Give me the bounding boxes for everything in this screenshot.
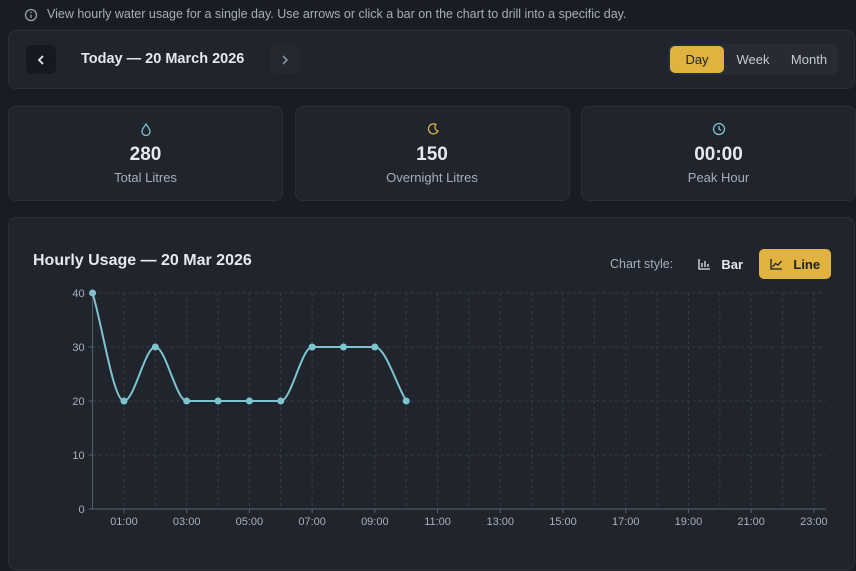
point[interactable]	[277, 397, 285, 405]
stat-card: 280 Total Litres	[8, 106, 283, 201]
chart-style-text: Line	[793, 256, 821, 272]
stat-value: 150	[416, 144, 448, 165]
chart-style-button[interactable]: Bar	[684, 249, 757, 279]
stat-card: 00:00 Peak Hour	[581, 106, 856, 201]
chart-style-toggle: Bar Line	[684, 249, 831, 279]
x-tick-label: 05:00	[236, 516, 264, 528]
point[interactable]	[371, 343, 379, 351]
prev-button[interactable]	[26, 45, 56, 74]
date-label: Today — 20 March 2026	[81, 51, 245, 67]
x-tick-label: 03:00	[173, 516, 201, 528]
y-tick-label: 10	[72, 450, 84, 462]
x-tick-label: 21:00	[737, 516, 765, 528]
chart-title: Hourly Usage — 20 Mar 2026	[33, 252, 252, 269]
x-tick-label: 11:00	[424, 516, 451, 528]
x-tick-label: 15:00	[549, 516, 577, 528]
point[interactable]	[214, 397, 222, 405]
stat-icon	[141, 122, 151, 136]
stat-label: Overnight Litres	[386, 170, 478, 185]
next-button[interactable]	[270, 45, 300, 74]
range-button[interactable]: Day	[670, 46, 724, 73]
stat-label: Peak Hour	[687, 170, 750, 185]
x-tick-label: 09:00	[361, 516, 389, 528]
point[interactable]	[120, 397, 128, 405]
x-tick-label: 19:00	[675, 516, 703, 528]
chart-style-icon	[698, 259, 711, 270]
y-tick-label: 30	[72, 342, 84, 354]
point[interactable]	[151, 343, 159, 351]
chart-style-label: Chart style:	[610, 257, 674, 271]
info-text: View hourly water usage for a single day…	[47, 7, 627, 21]
stat-icon	[427, 123, 439, 135]
point[interactable]	[245, 397, 253, 405]
x-tick-label: 07:00	[298, 516, 326, 528]
range-toggle: Day Week Month	[668, 44, 838, 75]
point[interactable]	[308, 343, 316, 351]
y-tick-label: 0	[78, 504, 84, 516]
y-tick-label: 20	[72, 396, 84, 408]
stat-card: 150 Overnight Litres	[294, 106, 570, 201]
point[interactable]	[89, 289, 97, 297]
point[interactable]	[402, 397, 410, 405]
x-tick-label: 01:00	[110, 516, 138, 528]
x-tick-label: 23:00	[800, 516, 828, 528]
x-tick-label: 13:00	[487, 516, 515, 528]
stat-value: 280	[129, 144, 162, 165]
chart-style-button[interactable]: Line	[758, 249, 831, 279]
range-button[interactable]: Month	[790, 52, 828, 67]
point[interactable]	[183, 397, 191, 405]
info-icon	[24, 8, 38, 22]
chart-style-icon	[770, 259, 783, 270]
point[interactable]	[339, 343, 347, 351]
x-tick-label: 17:00	[612, 516, 640, 528]
chart-style-text: Bar	[721, 256, 744, 272]
stat-label: Total Litres	[114, 170, 177, 185]
y-tick-label: 40	[72, 288, 84, 300]
range-button[interactable]: Week	[736, 52, 770, 67]
chart-card	[8, 217, 855, 570]
stat-icon	[712, 122, 726, 136]
stat-value: 00:00	[694, 144, 743, 165]
